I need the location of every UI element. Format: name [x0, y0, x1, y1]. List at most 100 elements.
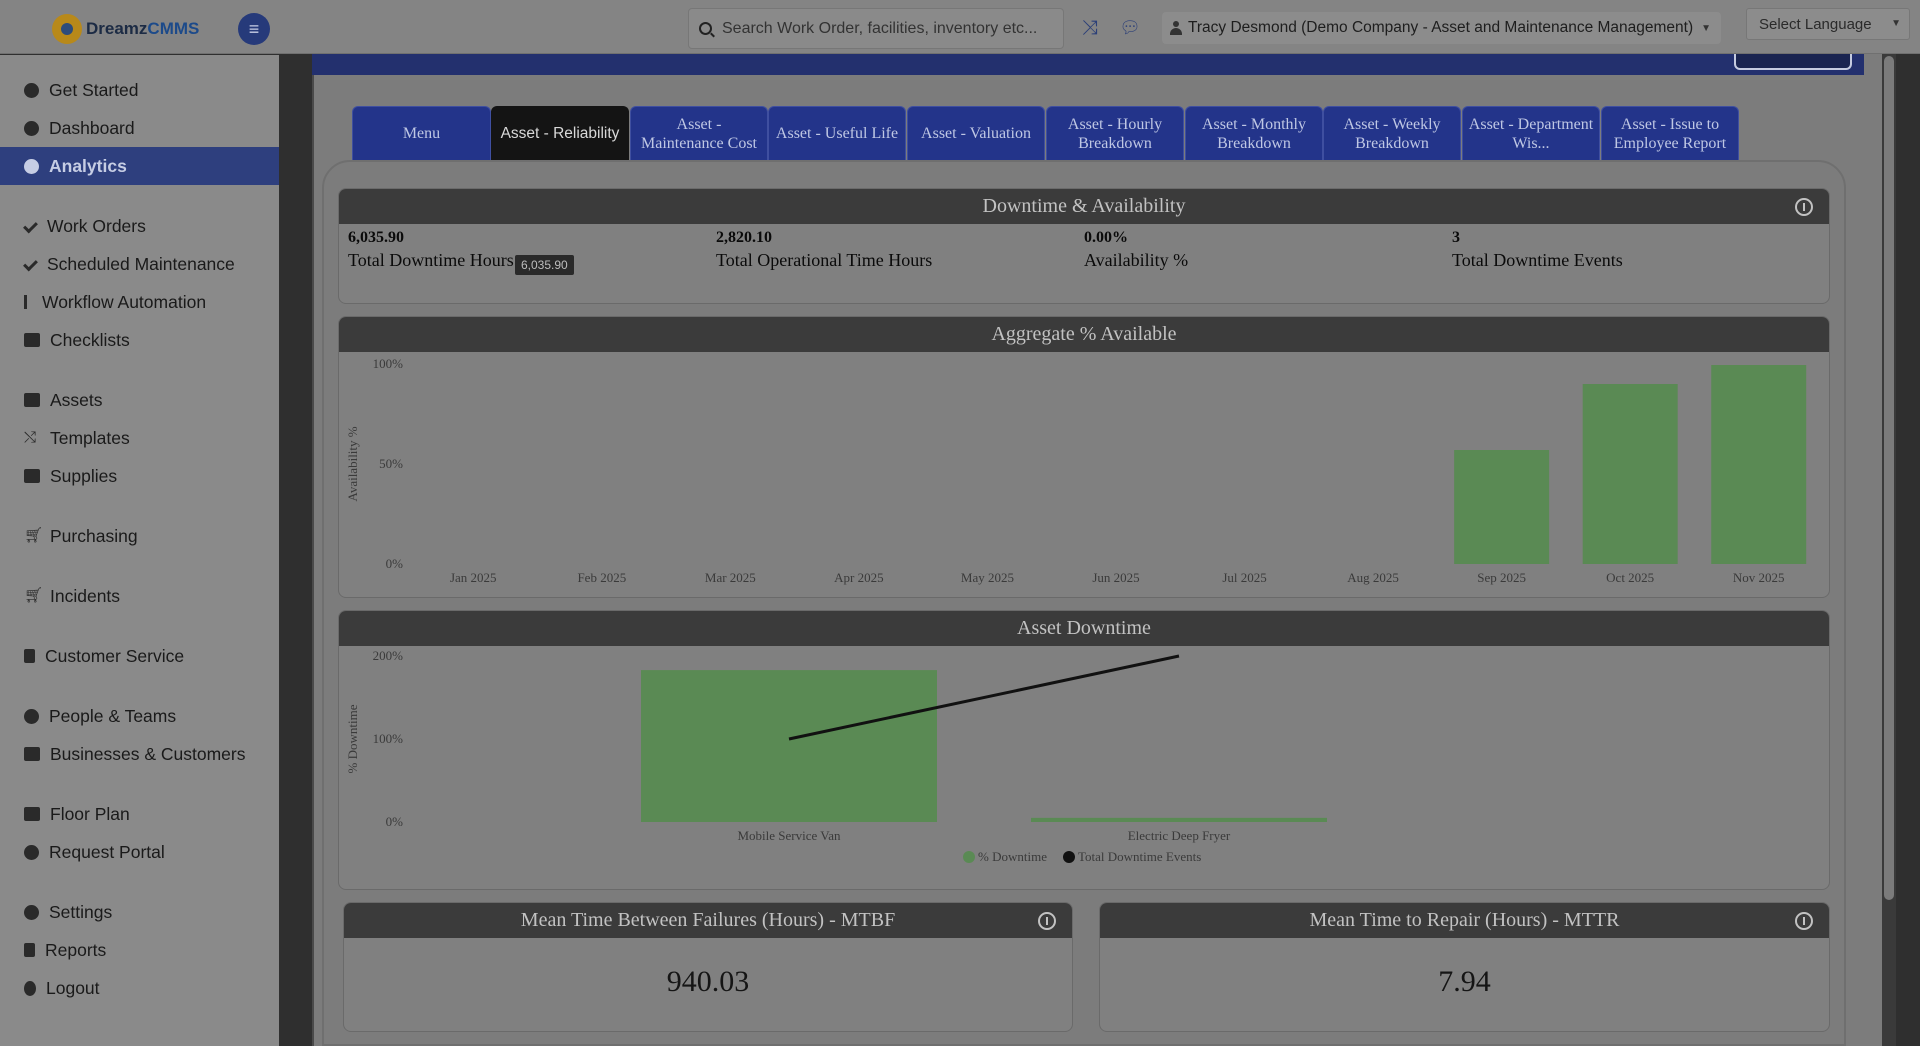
card-title: Mean Time to Repair (Hours) - MTTR	[1309, 909, 1620, 931]
card-title: Downtime & Availability	[982, 195, 1186, 217]
cart-icon: 🛒︎	[24, 587, 44, 604]
tab-asset-hourly-breakdown[interactable]: Asset - Hourly Breakdown	[1046, 106, 1184, 160]
tab-asset-useful-life[interactable]: Asset - Useful Life	[768, 106, 906, 160]
x-tick-label: Jul 2025	[1222, 570, 1266, 585]
tab-asset-department-wise[interactable]: Asset - Department Wis...	[1462, 106, 1600, 160]
x-tick-label: May 2025	[961, 570, 1014, 585]
metric-label: Availability %	[1084, 250, 1189, 270]
y-tick-label: 50%	[379, 456, 403, 471]
sidebar-item-customer-service[interactable]: Customer Service	[0, 637, 279, 675]
y-tick-label: 0%	[386, 814, 404, 829]
reliability-panel	[322, 160, 1846, 1046]
global-search	[688, 8, 1064, 49]
language-select[interactable]: Select Language ▼	[1746, 8, 1910, 40]
y-tick-label: 100%	[373, 356, 404, 371]
tab-menu[interactable]: Menu	[352, 106, 491, 160]
sidebar-item-templates[interactable]: ⤭ Templates	[0, 419, 279, 457]
sidebar-item-label: Settings	[49, 901, 113, 922]
tab-asset-monthly-breakdown[interactable]: Asset - Monthly Breakdown	[1185, 106, 1323, 160]
page-banner	[312, 54, 1864, 75]
file-icon	[24, 649, 35, 663]
value-tooltip: 6,035.90	[515, 255, 574, 275]
gear-icon	[24, 82, 39, 98]
app-logo[interactable]: DreamzCMMS	[52, 14, 199, 44]
compress-icon[interactable]: ⤨	[1082, 17, 1098, 39]
legend-marker	[1063, 851, 1075, 863]
sidebar-item-label: Purchasing	[50, 525, 138, 546]
sidebar-item-people-teams[interactable]: People & Teams	[0, 697, 279, 735]
sidebar-item-supplies[interactable]: Supplies	[0, 457, 279, 495]
sidebar-item-assets[interactable]: Assets	[0, 381, 279, 419]
metric-availability: 0.00% Availability %	[1084, 229, 1188, 271]
card-title: Mean Time Between Failures (Hours) - MTB…	[520, 909, 896, 931]
shuffle-icon: ⤭	[24, 429, 37, 446]
legend-marker	[963, 851, 975, 863]
metric-label: Total Downtime Events	[1452, 250, 1623, 270]
sidebar-item-label: People & Teams	[49, 705, 177, 726]
info-icon[interactable]	[1038, 912, 1056, 930]
language-select-label: Select Language	[1759, 16, 1872, 33]
bar	[1454, 450, 1550, 564]
legend-label: Total Downtime Events	[1078, 849, 1201, 864]
tab-label: Asset - Issue to Employee Report	[1613, 115, 1727, 152]
sidebar-item-floor-plan[interactable]: Floor Plan	[0, 795, 279, 833]
search-input[interactable]	[722, 19, 1052, 38]
sidebar-item-label: Businesses & Customers	[50, 743, 246, 764]
sidebar-item-logout[interactable]: Logout	[0, 969, 279, 1007]
sidebar-item-label: Checklists	[50, 329, 130, 350]
card-title: Asset Downtime	[1017, 617, 1151, 639]
x-tick-label: Jan 2025	[450, 570, 497, 585]
print-icon	[24, 807, 40, 821]
sidebar-item-checklists[interactable]: Checklists	[0, 321, 279, 359]
user-menu[interactable]: Tracy Desmond (Demo Company - Asset and …	[1162, 12, 1722, 44]
info-icon[interactable]	[1795, 198, 1813, 216]
briefcase-icon	[24, 469, 40, 483]
sidebar-item-label: Customer Service	[45, 645, 185, 666]
aggregate-available-chart: 100% 50% 0% Availability % Jan 2025 Feb 2025 M…	[345, 356, 1807, 585]
sidebar-item-label: Reports	[45, 939, 107, 960]
tab-label: Asset - Monthly Breakdown	[1202, 115, 1306, 152]
tab-asset-reliability[interactable]: Asset - Reliability	[491, 106, 629, 160]
sidebar-item-label: Assets	[50, 389, 103, 410]
tab-asset-valuation[interactable]: Asset - Valuation	[907, 106, 1045, 160]
metric-label: Total Downtime Hours	[348, 250, 514, 270]
sidebar-item-scheduled-maintenance[interactable]: Scheduled Maintenance	[0, 245, 279, 283]
card-title: Aggregate % Available	[991, 323, 1177, 345]
bar	[1031, 817, 1327, 822]
mtbf-value: 940.03	[666, 965, 750, 998]
scrollbar-thumb[interactable]	[1884, 56, 1894, 900]
metric-value: 2,820.10	[716, 229, 772, 246]
banner-action-button[interactable]	[1734, 54, 1852, 70]
sidebar-item-dashboard[interactable]: Dashboard	[0, 109, 279, 147]
sidebar-item-incidents[interactable]: 🛒︎ Incidents	[0, 577, 279, 615]
wrench-icon	[23, 218, 38, 234]
sidebar-item-reports[interactable]: Reports	[0, 931, 279, 969]
sidebar-item-analytics[interactable]: Analytics	[0, 147, 279, 185]
sidebar-toggle-button[interactable]: ≡	[238, 13, 270, 45]
tab-label: Menu	[402, 125, 441, 142]
sidebar-item-settings[interactable]: Settings	[0, 893, 279, 931]
sidebar-item-purchasing[interactable]: 🛒︎ Purchasing	[0, 517, 279, 555]
y-axis-label: % Downtime	[345, 704, 360, 773]
gear-icon	[24, 904, 39, 920]
metric-value: 0.00%	[1084, 229, 1128, 246]
sidebar-item-request-portal[interactable]: Request Portal	[0, 833, 279, 871]
sidebar-item-label: Templates	[50, 427, 130, 448]
sidebar-item-work-orders[interactable]: Work Orders	[0, 207, 279, 245]
sidebar-item-get-started[interactable]: Get Started	[0, 71, 279, 109]
tachometer-icon	[24, 120, 39, 136]
sidebar-item-businesses-customers[interactable]: Businesses & Customers	[0, 735, 279, 773]
y-axis-label: Availability %	[345, 426, 360, 501]
chat-icon[interactable]: 💬︎	[1119, 18, 1141, 37]
tab-asset-weekly-breakdown[interactable]: Asset - Weekly Breakdown	[1323, 106, 1461, 160]
sidebar-item-workflow-automation[interactable]: Workflow Automation	[0, 283, 279, 321]
y-tick-label: 0%	[386, 556, 404, 571]
user-icon	[1170, 21, 1182, 35]
x-tick-label: Mar 2025	[705, 570, 756, 585]
tab-asset-issue-to-employee[interactable]: Asset - Issue to Employee Report	[1601, 106, 1739, 160]
x-tick-label: Feb 2025	[577, 570, 626, 585]
tab-asset-maintenance-cost[interactable]: Asset - Maintenance Cost	[630, 106, 768, 160]
tab-label: Asset - Hourly Breakdown	[1067, 115, 1163, 152]
tab-label: Asset - Valuation	[921, 125, 1031, 142]
info-icon[interactable]	[1795, 912, 1813, 930]
